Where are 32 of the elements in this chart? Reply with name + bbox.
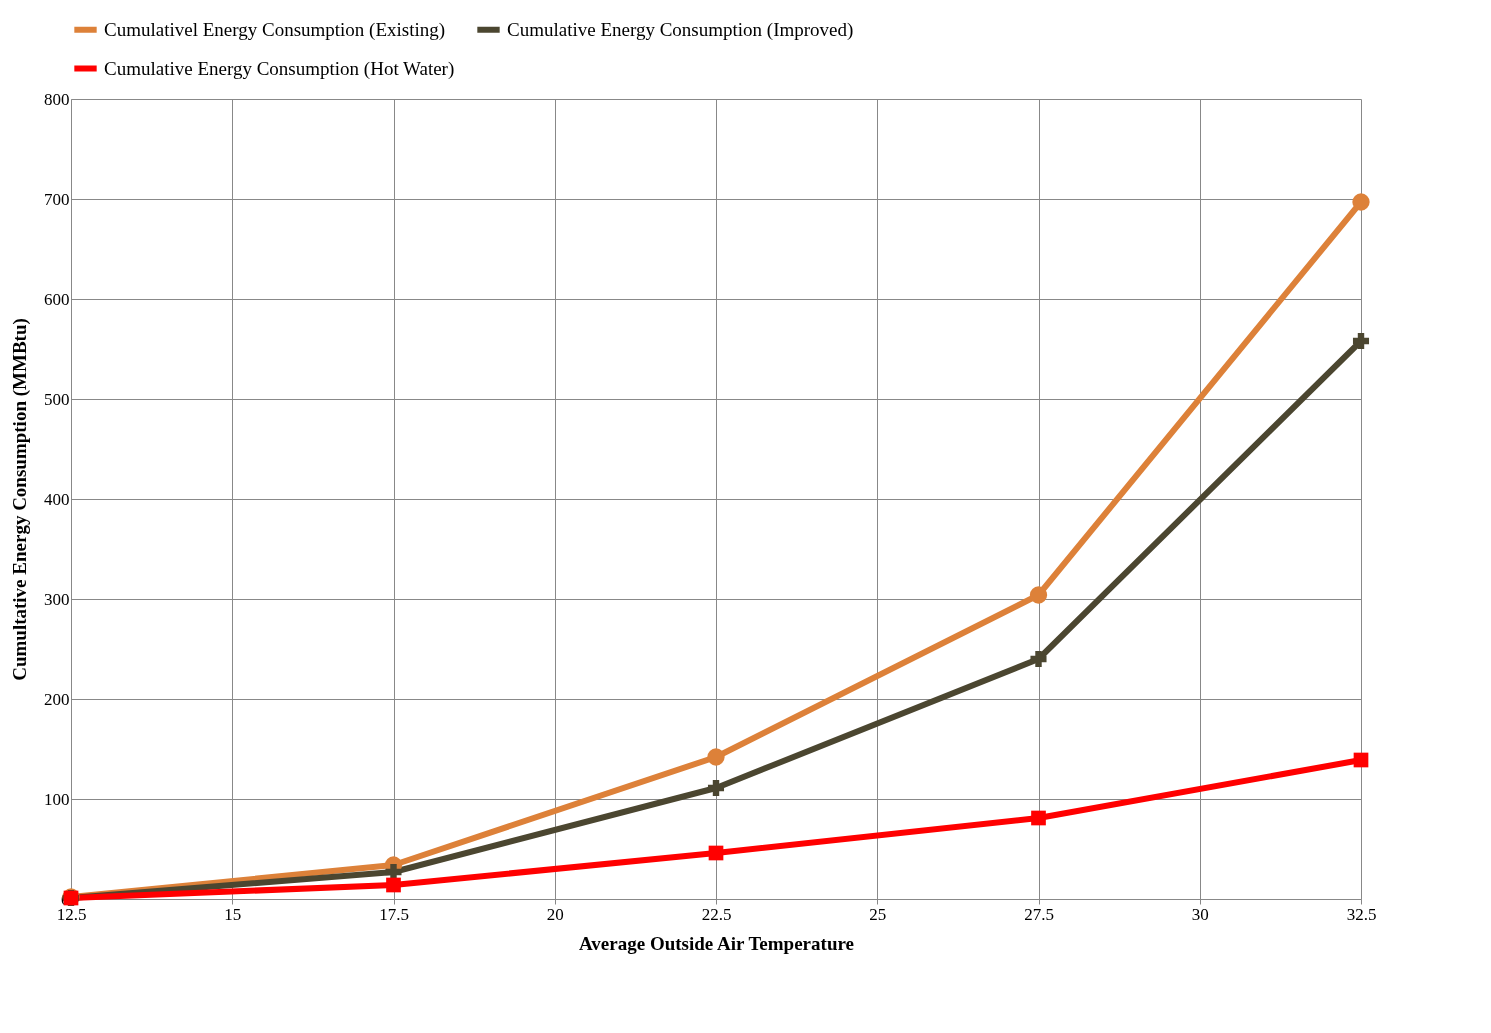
x-tick-label: 12.5 xyxy=(56,904,87,924)
y-tick-label: 100 xyxy=(44,789,70,809)
point xyxy=(1352,193,1370,211)
point xyxy=(1031,810,1046,826)
point xyxy=(1353,752,1369,768)
legend-label: Cumulative Energy Consumption (Hot Water) xyxy=(104,57,455,80)
y-tick-label: 300 xyxy=(44,589,70,609)
y-tick-label: 600 xyxy=(44,289,70,309)
legend-label: Cumulativel Energy Consumption (Existing) xyxy=(104,18,446,41)
x-tick-label: 17.5 xyxy=(379,904,409,924)
point xyxy=(1030,650,1047,668)
x-tick-label: 27.5 xyxy=(1024,904,1054,924)
x-tick-label: 30 xyxy=(1191,904,1209,924)
y-tick-label: 500 xyxy=(44,389,70,409)
x-tick-label: 22.5 xyxy=(701,904,732,924)
point xyxy=(707,748,725,766)
y-tick-label: 200 xyxy=(44,689,70,709)
y-tick-label: 800 xyxy=(44,89,70,109)
y-tick-label: 700 xyxy=(44,189,70,209)
point xyxy=(1029,586,1048,604)
y-axis-title: Cumultative Energy Consumption (MMBtu) xyxy=(9,318,31,681)
x-tick-label: 25 xyxy=(869,904,887,924)
x-tick-label: 32.5 xyxy=(1346,904,1377,924)
point xyxy=(708,845,724,861)
x-tick-label: 20 xyxy=(546,904,564,924)
point xyxy=(707,779,725,797)
point xyxy=(1352,332,1370,350)
y-tick-label: 400 xyxy=(44,489,70,509)
point xyxy=(386,877,401,893)
x-tick-label: 15 xyxy=(224,904,242,924)
legend-label: Cumulative Energy Consumption (Improved) xyxy=(507,18,854,41)
x-axis-title: Average Outside Air Temperature xyxy=(579,932,854,954)
